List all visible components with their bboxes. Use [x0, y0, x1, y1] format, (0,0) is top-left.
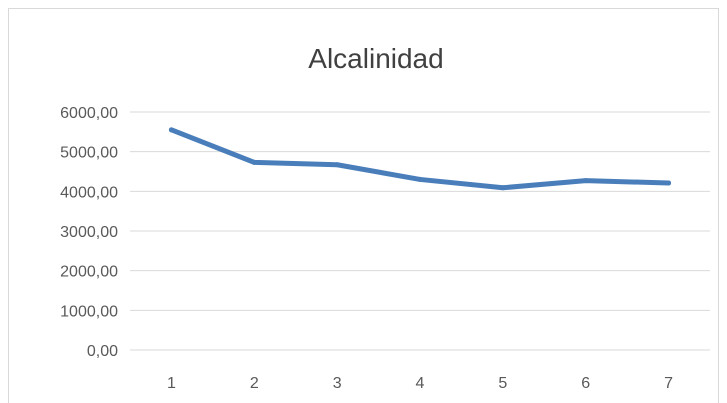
y-axis-ticks: 0,00 1000,00 2000,00 3000,00 4000,00 5000,00 6… [60, 105, 118, 360]
y-tick-label: 3000,00 [60, 224, 118, 241]
y-tick-label: 5000,00 [60, 145, 118, 162]
y-tick-label: 4000,00 [60, 184, 118, 201]
x-tick-label: 7 [664, 375, 673, 392]
y-tick-label: 0,00 [87, 343, 118, 360]
data-point [168, 127, 174, 133]
chart-title: Alcalinidad [308, 43, 443, 74]
data-point [417, 176, 423, 182]
data-point [500, 185, 506, 191]
x-axis-ticks: 1 2 3 4 5 6 7 [167, 375, 673, 392]
x-tick-label: 6 [581, 375, 590, 392]
y-tick-label: 6000,00 [60, 105, 118, 122]
x-tick-label: 1 [167, 375, 176, 392]
data-point [583, 178, 589, 184]
x-tick-label: 4 [416, 375, 425, 392]
x-tick-label: 3 [333, 375, 342, 392]
series-layer [168, 127, 672, 191]
chart-area [8, 8, 719, 403]
x-tick-label: 2 [250, 375, 259, 392]
gridlines [130, 111, 710, 351]
data-point [334, 162, 340, 168]
y-tick-label: 1000,00 [60, 303, 118, 320]
data-point [666, 180, 672, 186]
y-tick-label: 2000,00 [60, 264, 118, 281]
data-point [251, 159, 257, 165]
x-tick-label: 5 [498, 375, 507, 392]
